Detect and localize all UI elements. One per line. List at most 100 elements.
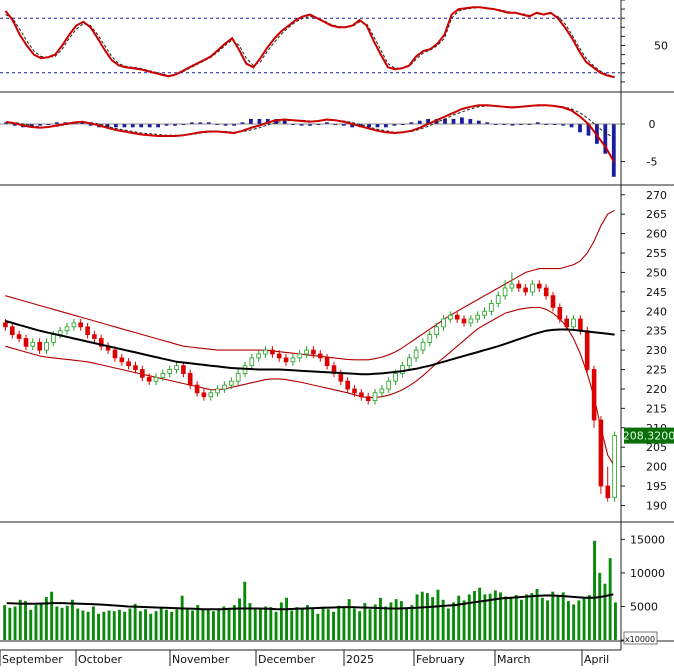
volume-bar xyxy=(227,607,231,640)
volume-tick-label: 15000 xyxy=(630,533,665,546)
candle-body xyxy=(523,287,528,293)
candle-body xyxy=(584,330,590,370)
macd-histogram-bar xyxy=(316,124,321,125)
macd-histogram-bar xyxy=(535,122,540,124)
volume-bar xyxy=(295,607,299,640)
macd-histogram-bar xyxy=(105,124,110,128)
volume-bar xyxy=(248,603,252,640)
volume-bar xyxy=(217,608,221,640)
candle-body xyxy=(112,349,118,359)
volume-bar xyxy=(107,610,111,640)
volume-bar xyxy=(332,611,335,640)
data-layer xyxy=(0,6,620,640)
volume-bar xyxy=(39,603,43,640)
volume-bar xyxy=(525,594,529,640)
volume-bar xyxy=(540,597,544,640)
candle-body xyxy=(612,435,617,499)
macd-histogram-bar xyxy=(367,124,371,128)
volume-bar xyxy=(290,610,294,640)
candle-body xyxy=(160,372,166,378)
volume-bar xyxy=(446,608,450,640)
volume-bar xyxy=(593,540,596,640)
candle-body xyxy=(372,392,378,401)
macd-histogram-bar xyxy=(350,124,355,128)
volume-bar xyxy=(274,611,278,640)
volume-bar xyxy=(185,608,189,640)
macd-histogram-bar xyxy=(173,124,177,126)
candle-body xyxy=(441,318,446,328)
candle-body xyxy=(461,318,467,324)
volume-bar xyxy=(520,599,523,640)
macd-tick-label: 0 xyxy=(649,118,656,131)
macd-histogram-bar xyxy=(299,124,304,126)
candle-body xyxy=(338,372,344,382)
macd-histogram-bar xyxy=(476,120,481,124)
candle-body xyxy=(51,334,56,343)
macd-histogram-bar xyxy=(561,124,566,126)
macd-histogram-bar xyxy=(114,124,118,128)
volume-bar xyxy=(112,611,116,640)
volume-bar xyxy=(118,609,121,640)
volume-bar xyxy=(206,608,210,640)
volume-bar xyxy=(426,593,429,640)
candle-body xyxy=(447,314,453,320)
candle-body xyxy=(64,326,70,332)
volume-bar xyxy=(29,609,33,640)
candle-body xyxy=(256,353,261,359)
volume-bar xyxy=(415,594,419,640)
month-label: November xyxy=(172,653,230,666)
volume-bar xyxy=(133,603,137,640)
volume-bar xyxy=(306,605,309,640)
price-tick-label: 195 xyxy=(646,480,667,493)
month-label: March xyxy=(497,653,531,666)
last-price-badge xyxy=(624,427,674,444)
candle-body xyxy=(263,349,268,355)
volume-bar xyxy=(410,605,414,640)
volume-bar xyxy=(493,590,497,640)
volume-bar xyxy=(394,599,398,640)
volume-bar xyxy=(561,592,565,640)
volume-bar xyxy=(102,611,106,640)
macd-histogram-bar xyxy=(147,124,152,128)
volume-bar xyxy=(436,589,440,640)
panel-frames xyxy=(0,0,674,651)
volume-bar xyxy=(238,598,241,640)
volume-bar xyxy=(60,607,64,640)
candle-body xyxy=(283,357,289,363)
macd-tick-label: -5 xyxy=(647,156,658,169)
volume-bar xyxy=(159,607,163,640)
macd-histogram-bar xyxy=(4,122,9,124)
candle-body xyxy=(201,392,207,398)
volume-bar xyxy=(352,608,356,640)
candle-body xyxy=(222,384,227,390)
candle-body xyxy=(495,295,501,304)
volume-bar xyxy=(582,598,586,640)
volume-bar xyxy=(530,593,534,640)
volume-bar xyxy=(462,600,466,640)
macd-histogram-bar xyxy=(586,124,591,136)
candle-body xyxy=(297,353,303,359)
price-tick-label: 225 xyxy=(646,364,667,377)
macd-histogram-bar xyxy=(198,122,203,124)
price-tick-label: 270 xyxy=(646,189,667,202)
candle-body xyxy=(359,392,364,398)
volume-bar xyxy=(165,609,168,640)
volume-bar xyxy=(572,604,576,640)
stochastic-tick-label: 50 xyxy=(654,40,668,53)
macd-histogram-bar xyxy=(88,124,93,126)
last-price-label: 208.3200 xyxy=(623,430,674,443)
volume-bar xyxy=(384,606,388,640)
macd-histogram-bar xyxy=(249,119,253,124)
candle-body xyxy=(23,338,29,347)
macd-histogram-bar xyxy=(156,124,160,128)
volume-bar xyxy=(431,597,435,640)
macd-histogram-bar xyxy=(510,124,515,126)
volume-bar xyxy=(18,599,22,640)
volume-bar xyxy=(285,597,288,640)
candle-body xyxy=(78,322,84,328)
candle-body xyxy=(30,341,36,347)
candle-body xyxy=(181,365,186,374)
volume-tick-label: 10000 xyxy=(630,567,665,580)
